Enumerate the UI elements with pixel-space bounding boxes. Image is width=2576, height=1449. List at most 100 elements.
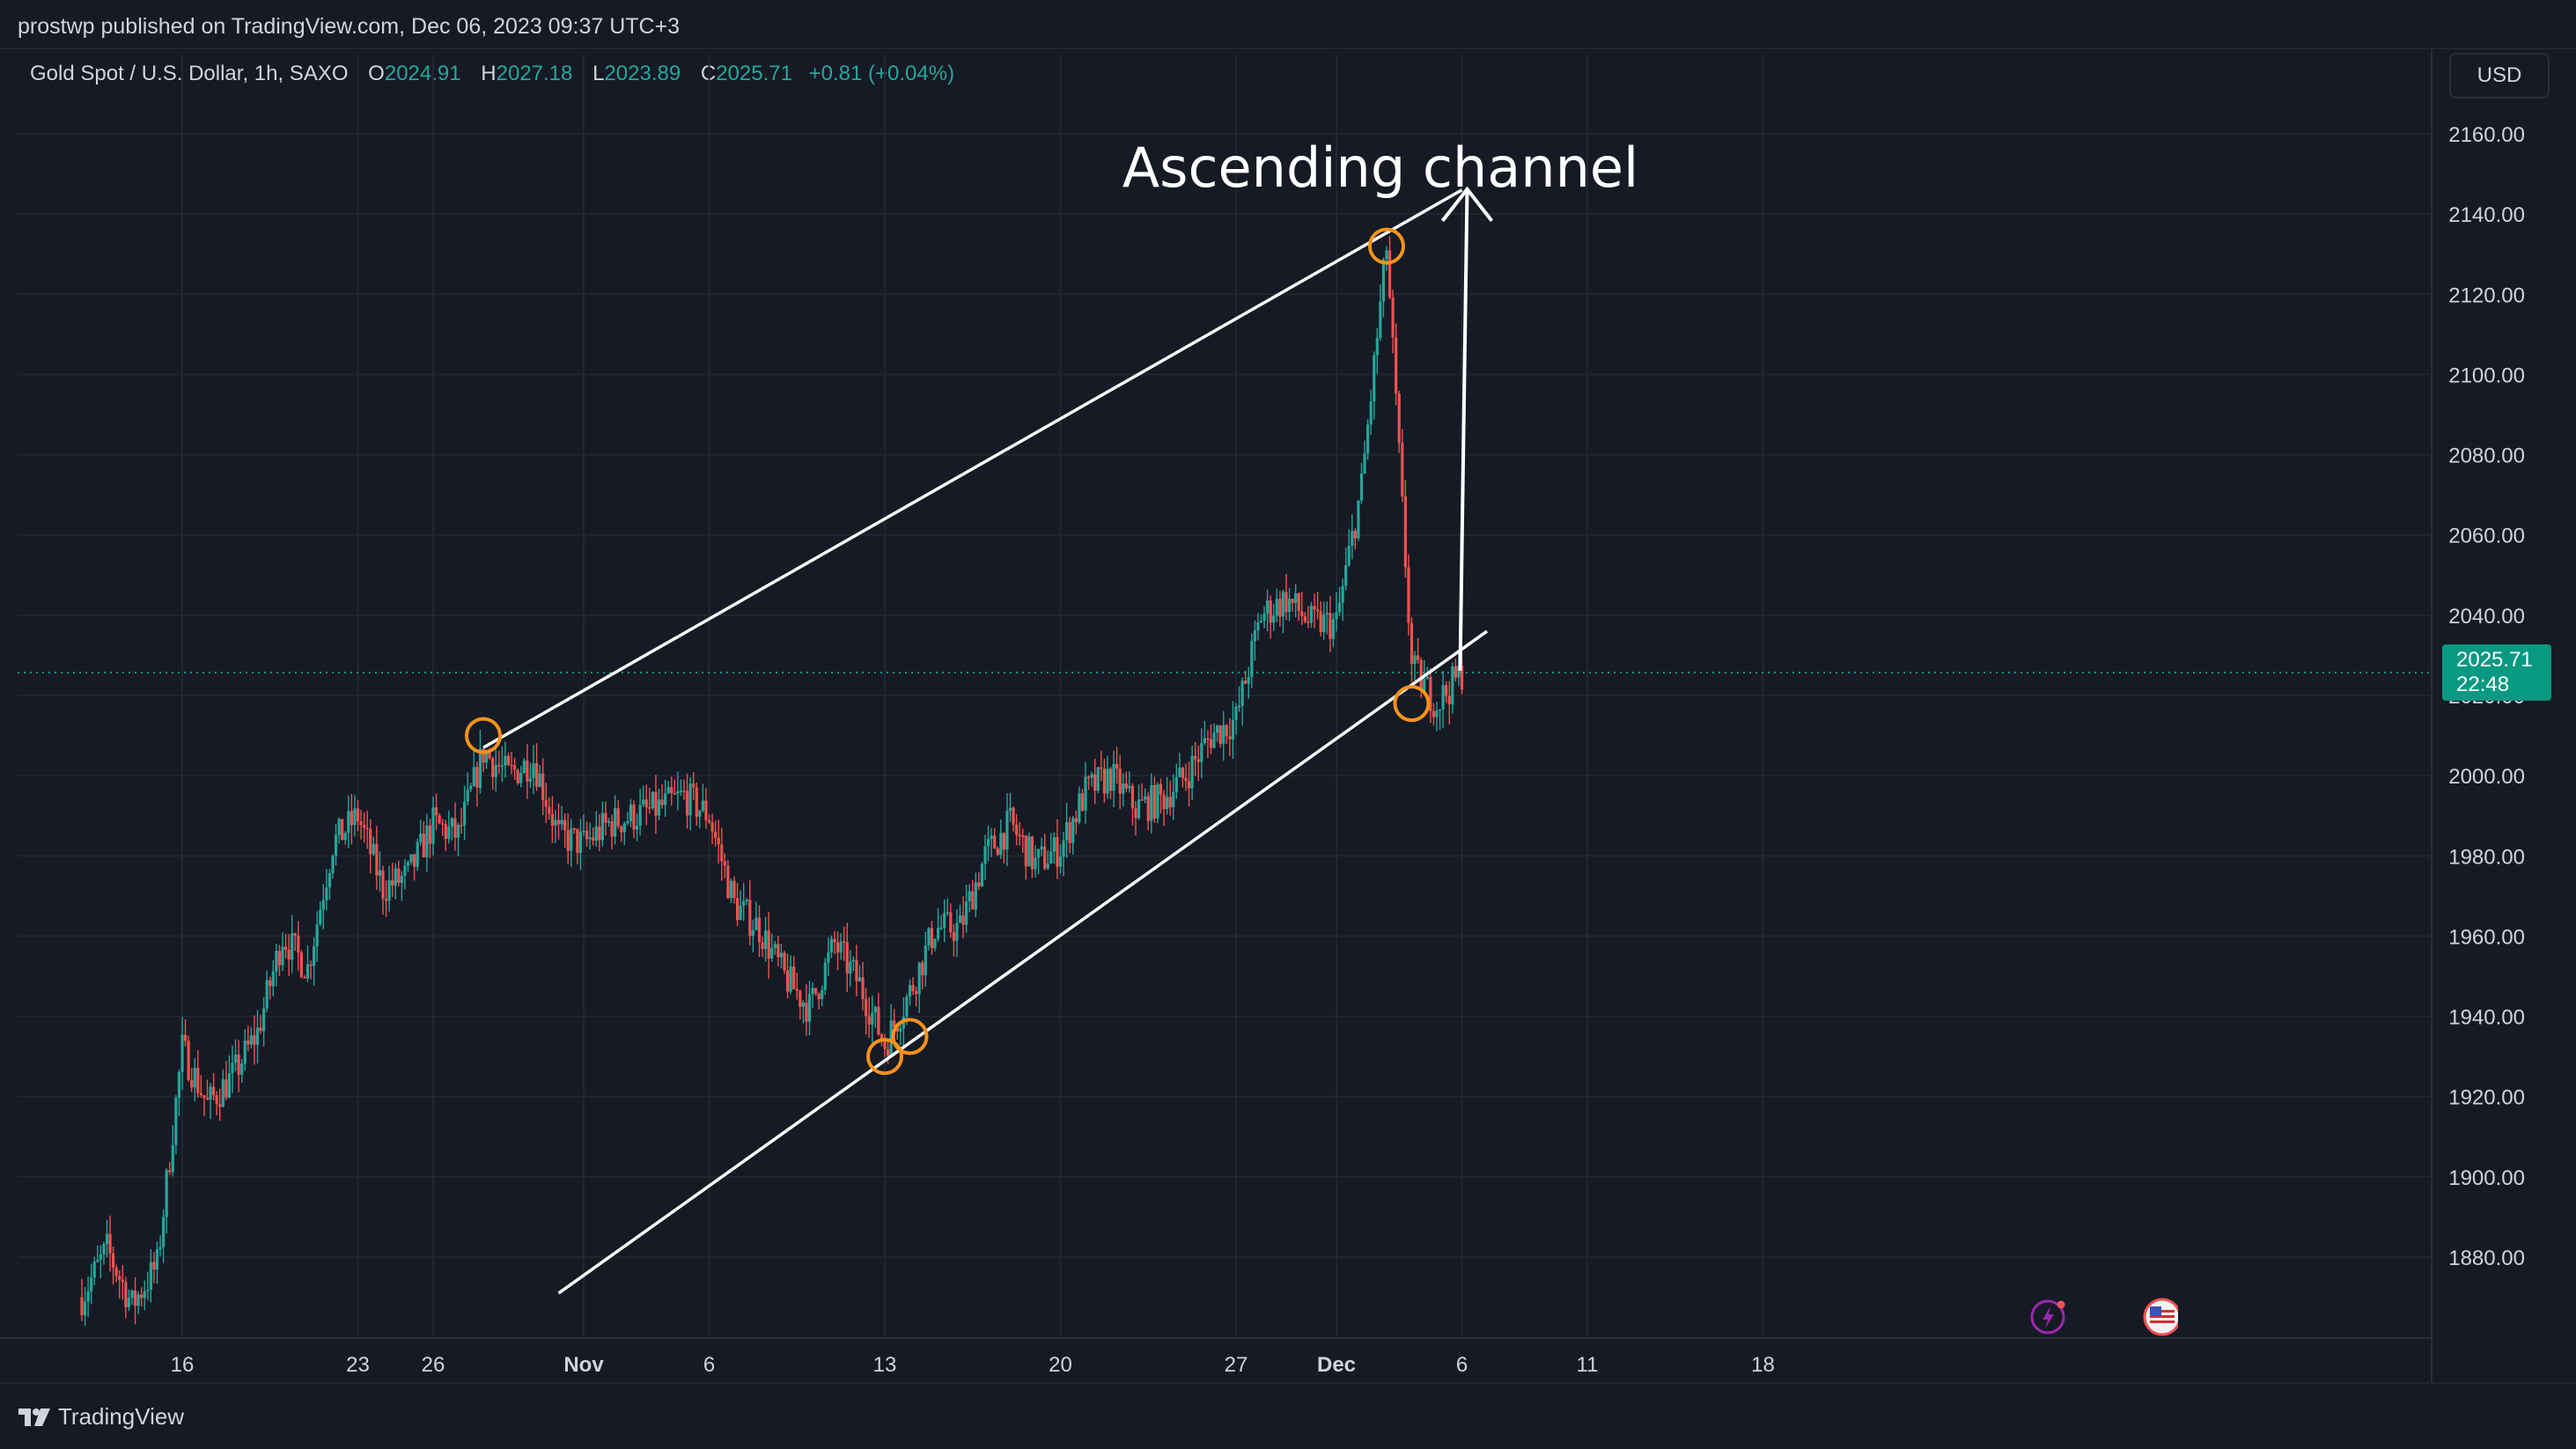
candle-body [757, 917, 762, 943]
candle-body [1102, 769, 1106, 794]
candle-body [118, 1276, 121, 1280]
candle-body [522, 761, 526, 774]
tradingview-logo[interactable]: TradingView [18, 1403, 184, 1431]
us-flag-event-icon[interactable] [2143, 1298, 2178, 1336]
bar-countdown: 22:48 [2456, 672, 2510, 696]
candle-body [1159, 783, 1163, 795]
candle-body [1062, 840, 1065, 857]
candle-body [1275, 599, 1278, 616]
candle-body [821, 989, 824, 999]
candle-body [917, 962, 921, 995]
time-tick-label: 13 [873, 1353, 897, 1377]
candle-body [105, 1233, 109, 1245]
candle-body [1152, 784, 1156, 819]
candle-body [1212, 732, 1216, 748]
candle-body [839, 941, 843, 953]
candle-body [754, 917, 758, 930]
candle-body [726, 865, 730, 899]
candle-body [720, 844, 724, 862]
candle-body [343, 833, 347, 841]
candle-body [729, 880, 733, 899]
candle-body [283, 946, 288, 950]
candle-body [1008, 807, 1012, 812]
candle-body [350, 811, 353, 826]
candle-body [855, 960, 858, 982]
candle-body [243, 1040, 247, 1064]
symbol-title[interactable]: Gold Spot / U.S. Dollar, 1h, SAXO [30, 62, 349, 85]
candle-body [1397, 394, 1401, 444]
candle-body [1357, 500, 1360, 539]
candle-body [908, 984, 912, 997]
candlestick-series [80, 236, 1464, 1327]
candle-body [742, 901, 746, 906]
candle-body [1140, 799, 1144, 801]
candle-body [1297, 593, 1300, 612]
candle-body [1300, 611, 1304, 617]
candle-body [563, 820, 567, 831]
open-value: 2024.91 [384, 62, 461, 85]
candle-body [99, 1254, 102, 1260]
candle-body [1445, 685, 1448, 696]
candle-body [255, 1027, 260, 1045]
candle-body [946, 912, 949, 914]
candle-body [1112, 763, 1115, 791]
candle-body [1086, 776, 1091, 778]
lightning-event-icon[interactable] [2030, 1299, 2065, 1335]
candle-body [102, 1244, 106, 1255]
price-tick-label: 2100.00 [2448, 364, 2525, 387]
candle-body [971, 891, 975, 910]
candle-body [585, 830, 589, 840]
time-tick-label: 20 [1049, 1353, 1072, 1377]
candle-body [723, 861, 726, 866]
candle-body [670, 786, 673, 794]
candle-body [472, 767, 475, 786]
candle-body [419, 834, 423, 842]
time-tick-label: 26 [422, 1353, 445, 1377]
candle-body [977, 882, 981, 886]
candle-body [779, 953, 784, 958]
price-tick-label: 2140.00 [2448, 203, 2525, 227]
touch-point-marker [891, 1018, 929, 1055]
change-value: +0.81 (+0.04%) [808, 62, 955, 85]
candle-body [149, 1261, 152, 1291]
candle-body [469, 785, 473, 790]
candle-body [347, 811, 350, 834]
candle-body [334, 835, 338, 857]
candle-body [614, 808, 617, 837]
candle-body [983, 846, 987, 864]
price-tick-label: 2080.00 [2448, 445, 2525, 468]
candle-body [212, 1086, 216, 1096]
candle-body [1046, 863, 1049, 869]
candle-body [679, 791, 683, 792]
candle-body [202, 1095, 206, 1099]
open-label: O [368, 62, 385, 85]
candle-body [660, 799, 664, 805]
candle-body [833, 938, 836, 943]
events-row [2030, 1298, 2178, 1336]
candle-body [475, 767, 479, 789]
candle-body [1278, 599, 1282, 617]
tradingview-wordmark: TradingView [58, 1403, 185, 1430]
candle-body [1425, 676, 1429, 679]
candle-body [592, 837, 595, 841]
candle-body [739, 905, 742, 921]
candle-body [783, 953, 786, 971]
candle-body [823, 962, 827, 990]
ascending-channel-drawing [465, 186, 1494, 1295]
candle-body [400, 875, 403, 883]
candle-body [1395, 337, 1398, 394]
header-divider [0, 48, 2576, 49]
candle-body [701, 800, 704, 811]
currency-button[interactable]: USD [2449, 53, 2550, 99]
candle-body [764, 930, 768, 950]
candle-body [96, 1259, 99, 1262]
candle-body [319, 909, 322, 925]
candle-body [548, 806, 551, 814]
candle-body [629, 804, 633, 821]
candle-body [632, 804, 636, 830]
candle-body [943, 913, 946, 928]
candle-body [933, 938, 937, 949]
candle-body [893, 1020, 896, 1027]
candle-body [968, 891, 971, 902]
